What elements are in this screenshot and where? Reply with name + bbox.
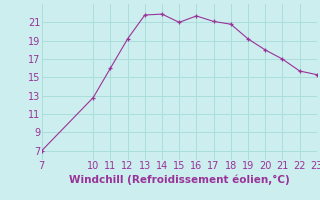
X-axis label: Windchill (Refroidissement éolien,°C): Windchill (Refroidissement éolien,°C) <box>69 174 290 185</box>
